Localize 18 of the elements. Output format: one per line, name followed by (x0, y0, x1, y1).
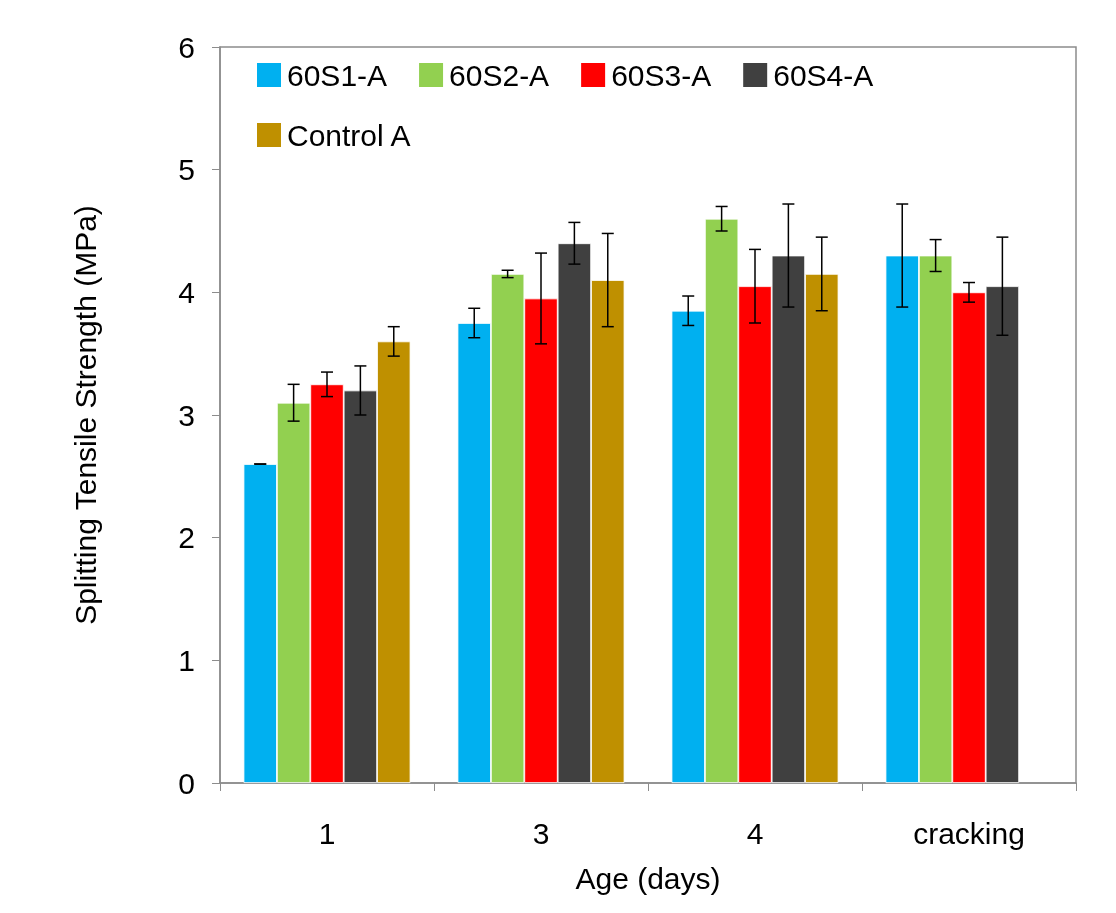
x-tick-label: 3 (532, 816, 550, 850)
x-tick-label: 1 (318, 816, 336, 850)
x-tick-label: cracking (913, 816, 1025, 850)
y-tick-label: 4 (178, 275, 195, 309)
legend-label: 60S3-A (611, 58, 712, 92)
y-tick-label: 5 (178, 153, 195, 187)
y-axis-title: Splitting Tensile Strength (MPa) (68, 205, 102, 625)
legend-label: 60S4-A (773, 58, 874, 92)
y-tick-label: 3 (178, 398, 195, 432)
legend-label: 60S1-A (287, 58, 388, 92)
y-tick-label: 2 (178, 521, 195, 555)
y-tick-label: 1 (178, 643, 195, 677)
y-tick-label: 0 (178, 766, 195, 800)
legend-label: Control A (287, 118, 411, 152)
legend-label: 60S2-A (449, 58, 550, 92)
x-tick-label: 4 (746, 816, 764, 850)
y-tick-label: 6 (178, 30, 195, 64)
x-axis-title: Age (days) (575, 861, 721, 895)
